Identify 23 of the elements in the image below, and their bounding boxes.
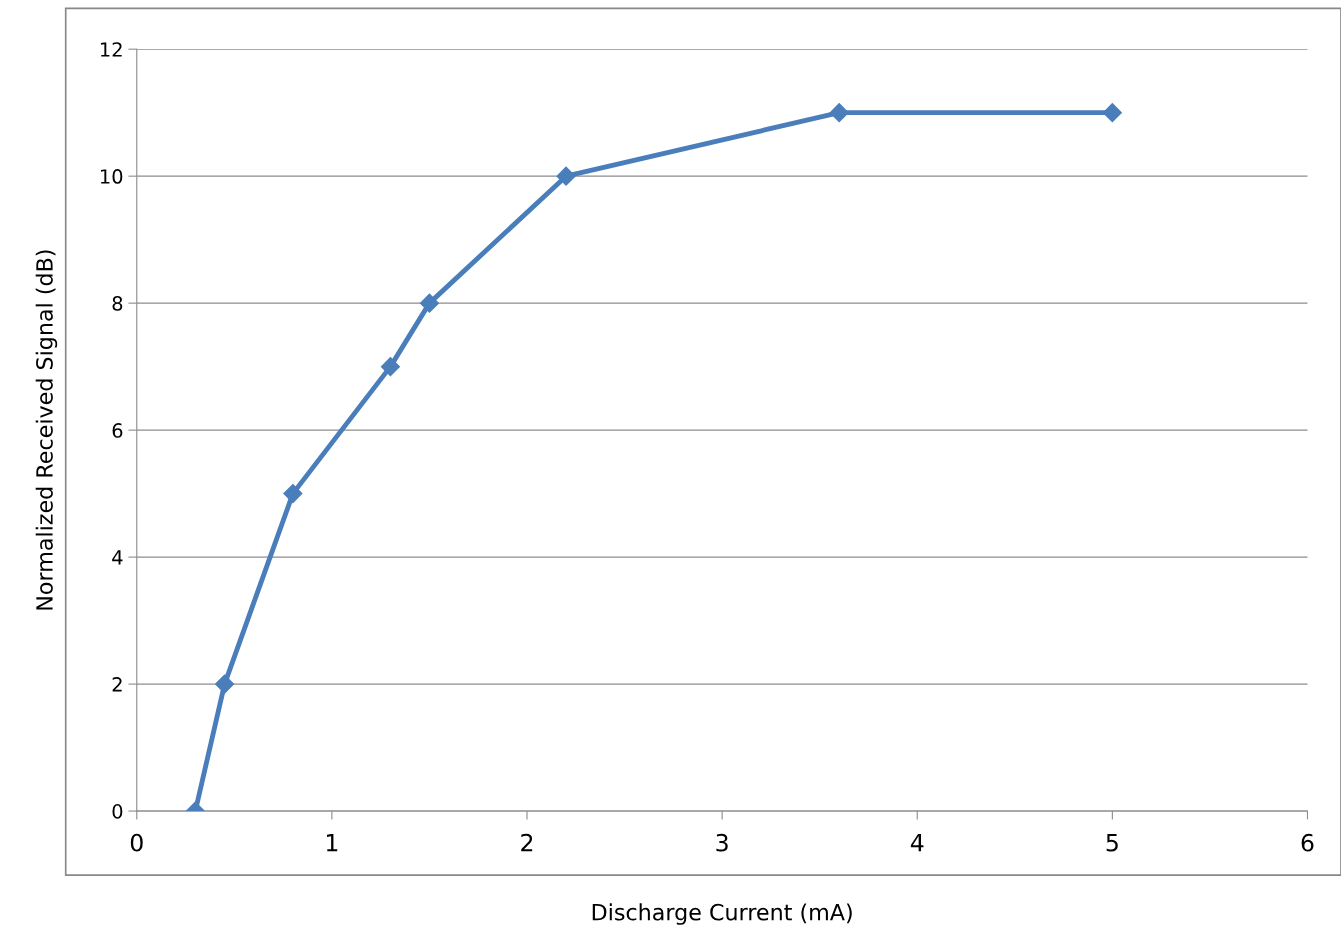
point [380,357,400,377]
x-tick-label: 6 [1301,833,1314,852]
x-tick-label: 5 [1106,834,1118,852]
point [215,674,235,694]
point [556,166,576,186]
y-tick-label: 4 [112,550,123,565]
x-tick-label: 1 [326,834,338,852]
y-tick-label: 6 [112,423,123,438]
point [1102,103,1122,123]
x-tick-label: 0 [130,833,143,852]
x-tick-label: 4 [910,834,924,852]
y-tick-label: 2 [112,677,122,692]
y-tick-label: 8 [112,296,123,311]
point [419,293,439,313]
x-tick-label: 2 [521,833,533,852]
point [283,484,303,504]
y-tick-label: 0 [112,804,123,819]
x-axis-title: Discharge Current (mA) [592,903,852,925]
x-tick-label: 3 [716,833,728,852]
y-tick-label: 12 [100,42,122,57]
y-tick-label: 10 [100,169,123,184]
point [829,103,849,123]
y-axis-title: Normalized Received Signal (dB) [35,250,58,610]
